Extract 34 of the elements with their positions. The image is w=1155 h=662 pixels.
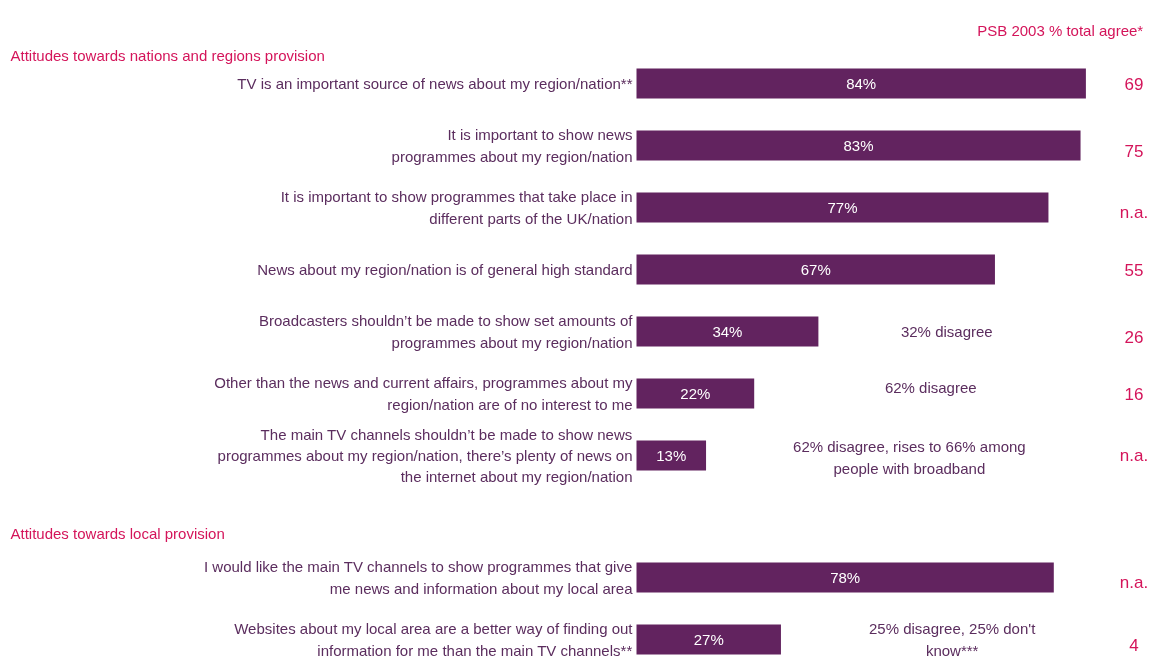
y-tick-label: Other than the news and current affairs, programmes about my region/nation are of no interest to me [214, 374, 633, 413]
data-label: 34% [712, 323, 743, 340]
y-tick-label: Broadcasters shouldn’t be made to show set amounts of programmes about my region/nation [258, 312, 634, 351]
data-label: 67% [800, 261, 831, 278]
data-label: 84% [846, 75, 877, 92]
text: 69 [1124, 74, 1144, 94]
y-tick-label: TV is an important source of news about my region/nation** [237, 75, 633, 92]
y-tick-label: I would like the main TV channels to show programmes that give me news and information about my local area [203, 558, 634, 597]
data-label: 27% [693, 631, 724, 648]
y-tick-label: News about my region/nation is of general high standard [257, 261, 633, 278]
text: 26 [1124, 327, 1144, 347]
data-label: 78% [830, 569, 861, 586]
text: 75 [1124, 141, 1144, 161]
text: 55 [1124, 260, 1144, 280]
text: 16 [1124, 384, 1144, 404]
text: Attitudes towards nations and regions provision [10, 47, 325, 64]
text: PSB 2003 % total agree* [977, 22, 1144, 39]
annotation: 62% disagree [884, 379, 977, 396]
y-tick-label: It is important to show programmes that take place in different parts of the UK/nation [280, 188, 633, 227]
data-label: 77% [827, 199, 858, 216]
data-label: 22% [680, 385, 711, 402]
y-tick-label: The main TV channels shouldn’t be made to show news programmes about my region/nation, there’s plenty of news on the internet about my region/nation [217, 425, 633, 486]
text: n.a. [1119, 446, 1149, 465]
text: Attitudes towards local provision [10, 525, 225, 542]
annotation: 25% disagree, 25% don't know*** [868, 620, 1037, 659]
text: 4 [1129, 635, 1139, 655]
data-label: 13% [656, 447, 687, 464]
annotation: 62% disagree, rises to 66% among people with broadband [793, 438, 1026, 477]
text: n.a. [1119, 573, 1149, 592]
data-label: 83% [843, 137, 874, 154]
y-tick-label: Websites about my local area are a better way of finding out information for me than the main TV channels** [234, 620, 634, 659]
y-tick-label: It is important to show news programmes about my region/nation [391, 126, 633, 165]
text: n.a. [1119, 203, 1149, 222]
annotation: 32% disagree [900, 323, 993, 340]
